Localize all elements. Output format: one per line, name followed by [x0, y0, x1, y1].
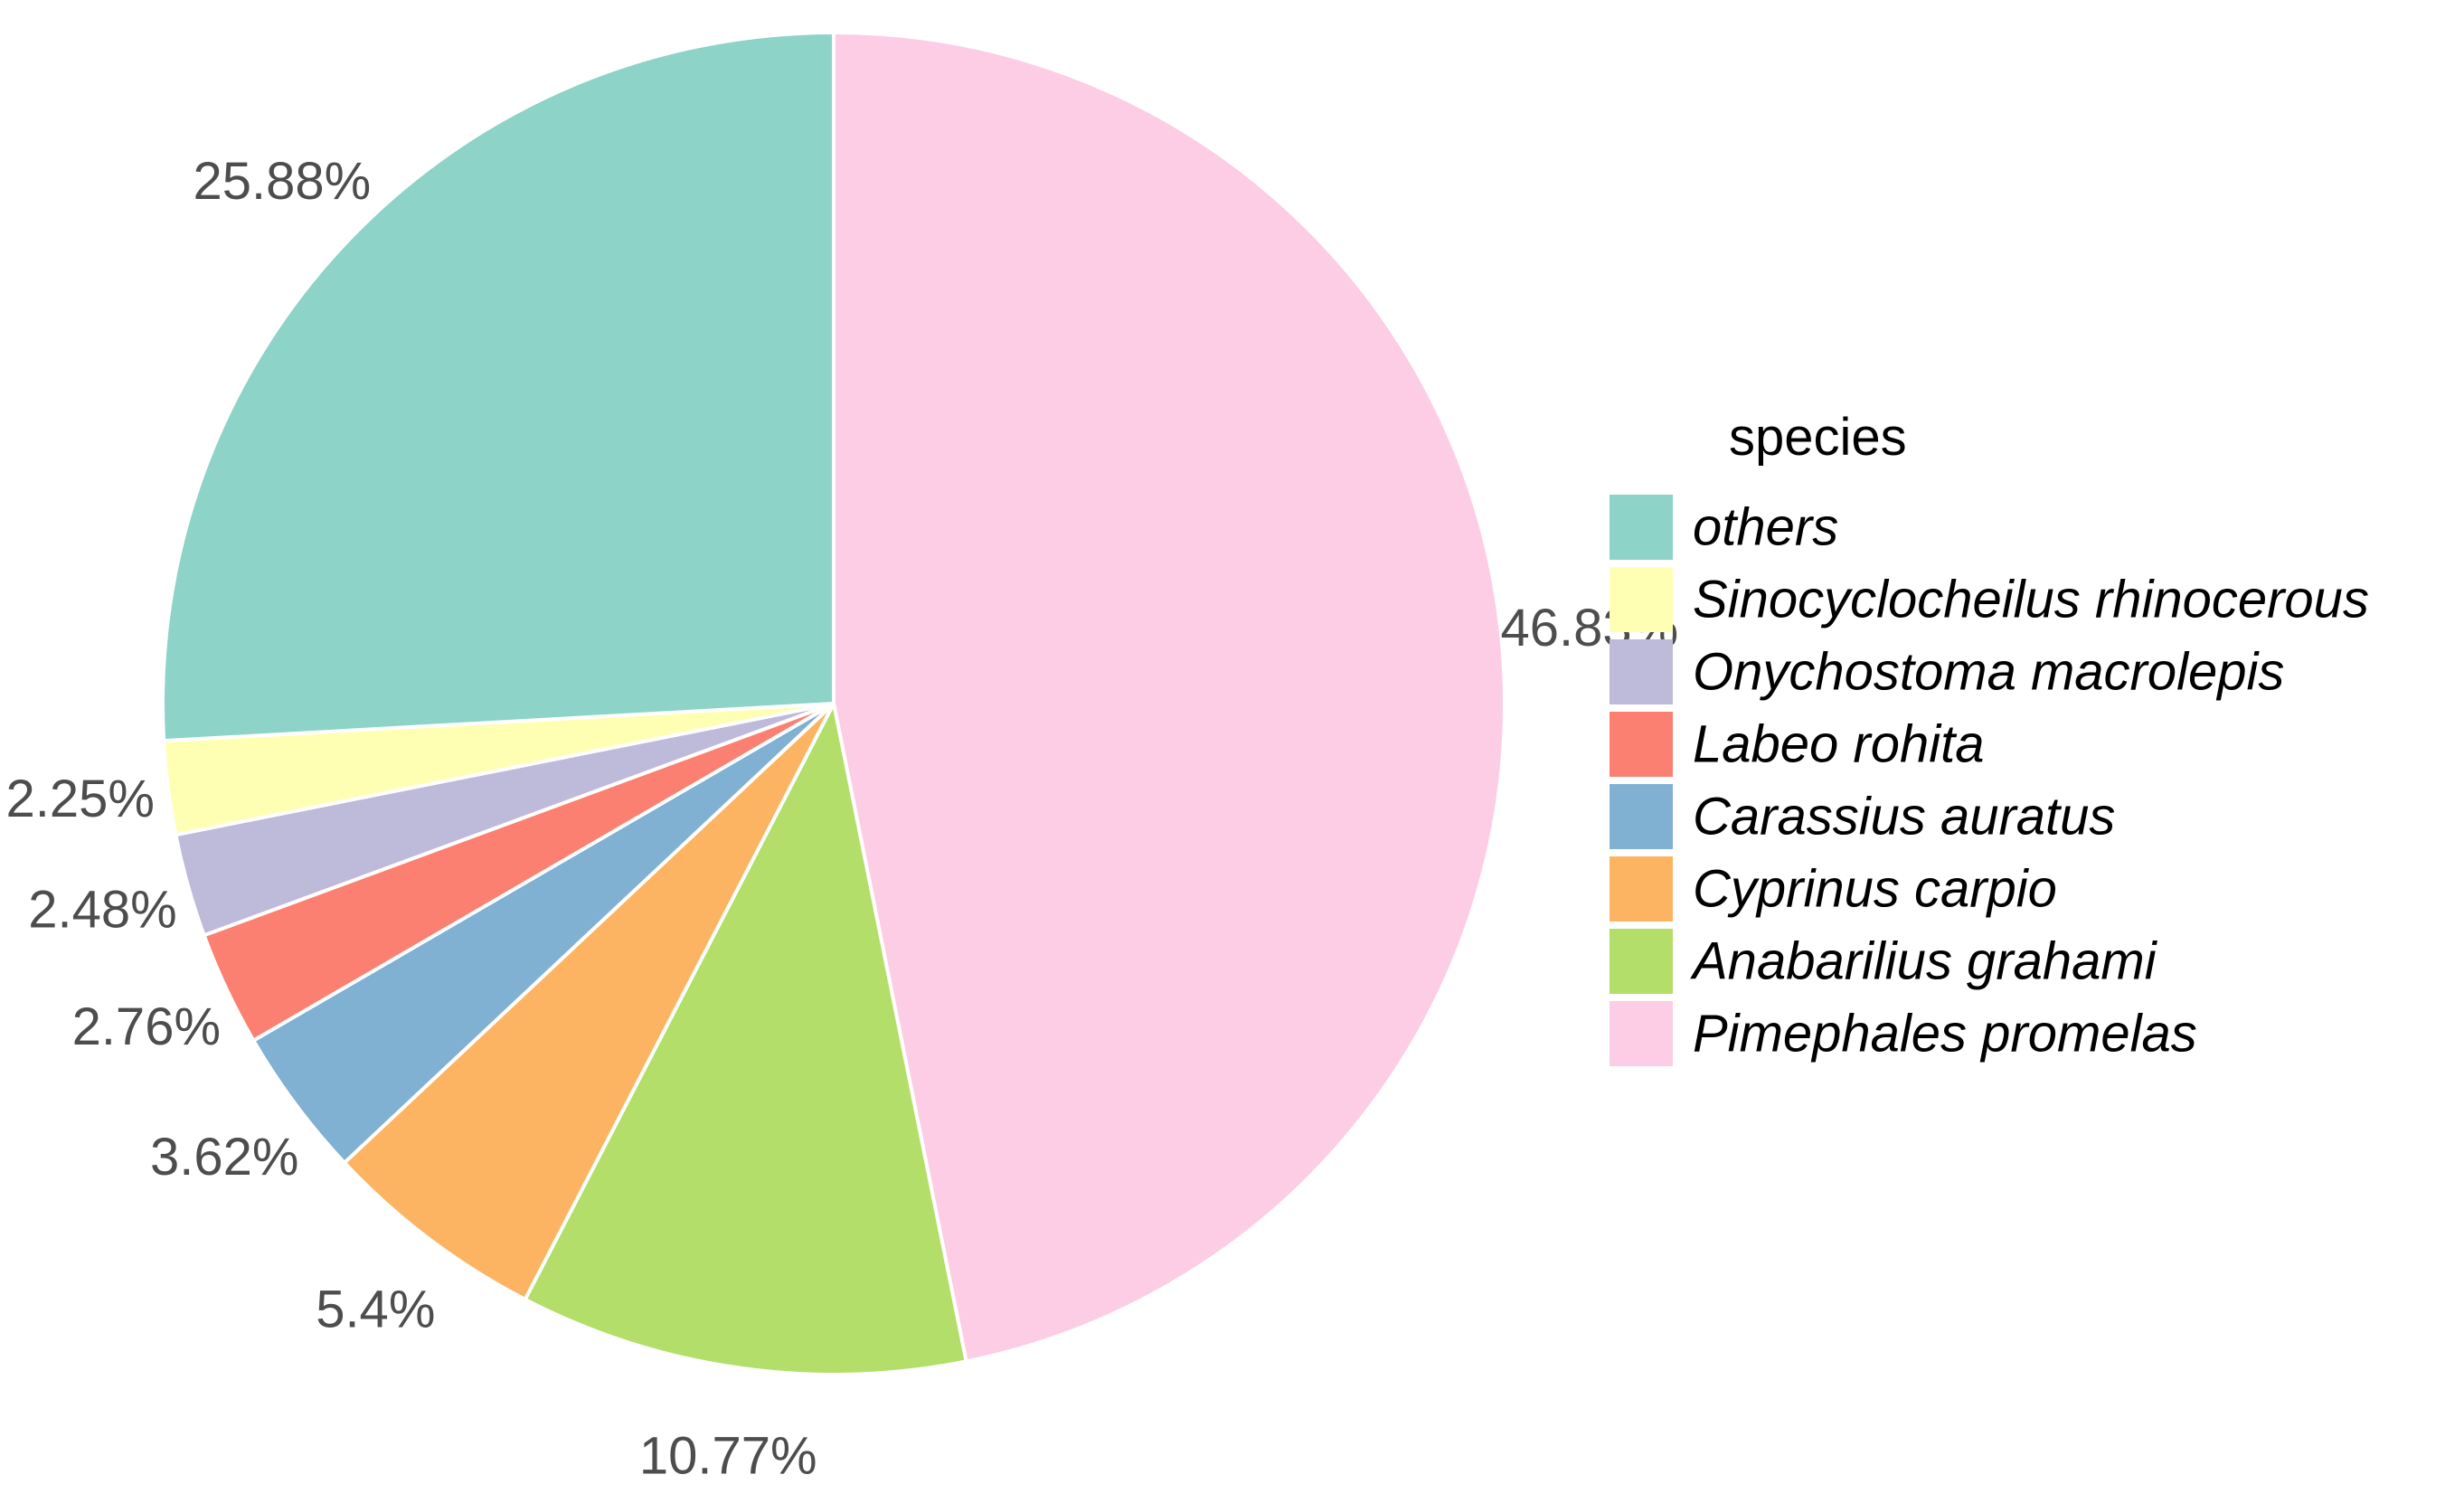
slice-label-cyprinus-carpio: 5.4%: [316, 1281, 435, 1339]
legend-swatch-labeo-rohita: [1610, 712, 1673, 777]
legend: species others Sinocyclocheilus rhinocero…: [1610, 408, 2369, 1066]
legend-label-pimephales-promelas: Pimephales promelas: [1693, 1005, 2197, 1063]
legend-label-anabarilius-grahami: Anabarilius grahami: [1690, 932, 2158, 991]
slice-label-sinocyclocheilus-rhinocerous: 2.25%: [5, 770, 154, 828]
legend-swatch-anabarilius-grahami: [1610, 929, 1673, 994]
pie-slices: [161, 31, 1506, 1376]
slice-label-onychostoma-macrolepis: 2.48%: [28, 880, 176, 939]
legend-swatch-onychostoma-macrolepis: [1610, 639, 1673, 704]
slice-label-others: 25.88%: [193, 152, 371, 211]
slice-label-carassius-auratus: 3.62%: [150, 1128, 298, 1186]
slice-label-anabarilius-grahami: 10.77%: [639, 1426, 817, 1485]
legend-label-sinocyclocheilus-rhinocerous: Sinocyclocheilus rhinocerous: [1693, 571, 2369, 629]
legend-label-others: others: [1693, 498, 1838, 557]
legend-label-onychostoma-macrolepis: Onychostoma macrolepis: [1693, 643, 2284, 702]
legend-label-labeo-rohita: Labeo rohita: [1693, 715, 1984, 774]
legend-label-cyprinus-carpio: Cyprinus carpio: [1693, 860, 2057, 919]
pie-slice-pimephales-promelas: [832, 31, 1506, 1364]
slice-label-labeo-rohita: 2.76%: [72, 997, 221, 1056]
legend-title: species: [1729, 408, 1907, 467]
pie-slice-cyprinus-carpio: [342, 702, 835, 1301]
legend-swatch-cyprinus-carpio: [1610, 856, 1673, 922]
legend-swatch-pimephales-promelas: [1610, 1001, 1673, 1066]
legend-label-carassius-auratus: Carassius auratus: [1693, 788, 2115, 846]
legend-items: others Sinocyclocheilus rhinocerous Onycho…: [1610, 495, 2369, 1066]
legend-swatch-sinocyclocheilus-rhinocerous: [1610, 567, 1673, 632]
pie-slice-others: [161, 31, 835, 743]
pie-slice-anabarilius-grahami: [523, 702, 968, 1376]
pie-slice-labels: 46.83%10.77%5.4%3.62%2.76%2.48%2.25%25.8…: [5, 152, 1678, 1485]
legend-swatch-carassius-auratus: [1610, 784, 1673, 849]
legend-swatch-others: [1610, 495, 1673, 560]
